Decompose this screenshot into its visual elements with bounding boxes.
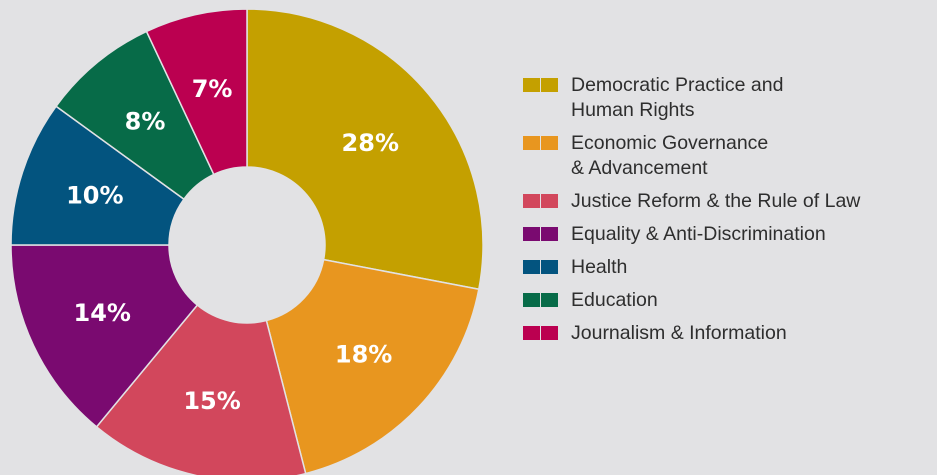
legend: Democratic Practice and Human Rights Eco… [523, 73, 937, 354]
legend-label: Economic Governance & Advancement [571, 132, 769, 179]
legend-item-democratic-practice: Democratic Practice and Human Rights [523, 73, 937, 123]
slice-percent-label: 8% [125, 108, 166, 136]
legend-label: Democratic Practice and Human Rights [571, 74, 784, 121]
pie-slice [246, 8, 484, 291]
slice-percent-label: 15% [183, 387, 240, 415]
legend-swatch [523, 227, 558, 241]
pie-slice [10, 244, 199, 428]
legend-label: Education [571, 289, 658, 311]
pie-slice [145, 8, 248, 176]
legend-swatch [523, 326, 558, 340]
pie-slice [10, 105, 185, 246]
legend-swatch [523, 78, 558, 92]
legend-swatch [523, 136, 558, 150]
legend-label: Health [571, 256, 628, 278]
legend-swatch [523, 194, 558, 208]
legend-swatch [523, 293, 558, 307]
slice-percent-label: 18% [335, 341, 392, 369]
legend-item-justice-reform: Justice Reform & the Rule of Law [523, 189, 937, 214]
slice-percent-label: 10% [66, 182, 123, 210]
legend-label: Equality & Anti-Discrimination [571, 223, 826, 245]
legend-swatch [523, 260, 558, 274]
pie-slice [265, 258, 480, 475]
legend-item-journalism: Journalism & Information [523, 321, 937, 346]
legend-label: Journalism & Information [571, 322, 787, 344]
slice-percent-label: 14% [74, 299, 131, 327]
legend-label: Justice Reform & the Rule of Law [571, 190, 861, 212]
legend-item-equality: Equality & Anti-Discrimination [523, 222, 937, 247]
legend-item-health: Health [523, 255, 937, 280]
donut-chart: 28% 18% 15% 14% 10% 8% 7% [10, 8, 484, 475]
legend-item-economic-governance: Economic Governance & Advancement [523, 131, 937, 181]
pie-slice [95, 304, 307, 475]
slice-percent-label: 7% [192, 75, 233, 103]
legend-item-education: Education [523, 288, 937, 313]
slice-percent-label: 28% [342, 129, 399, 157]
